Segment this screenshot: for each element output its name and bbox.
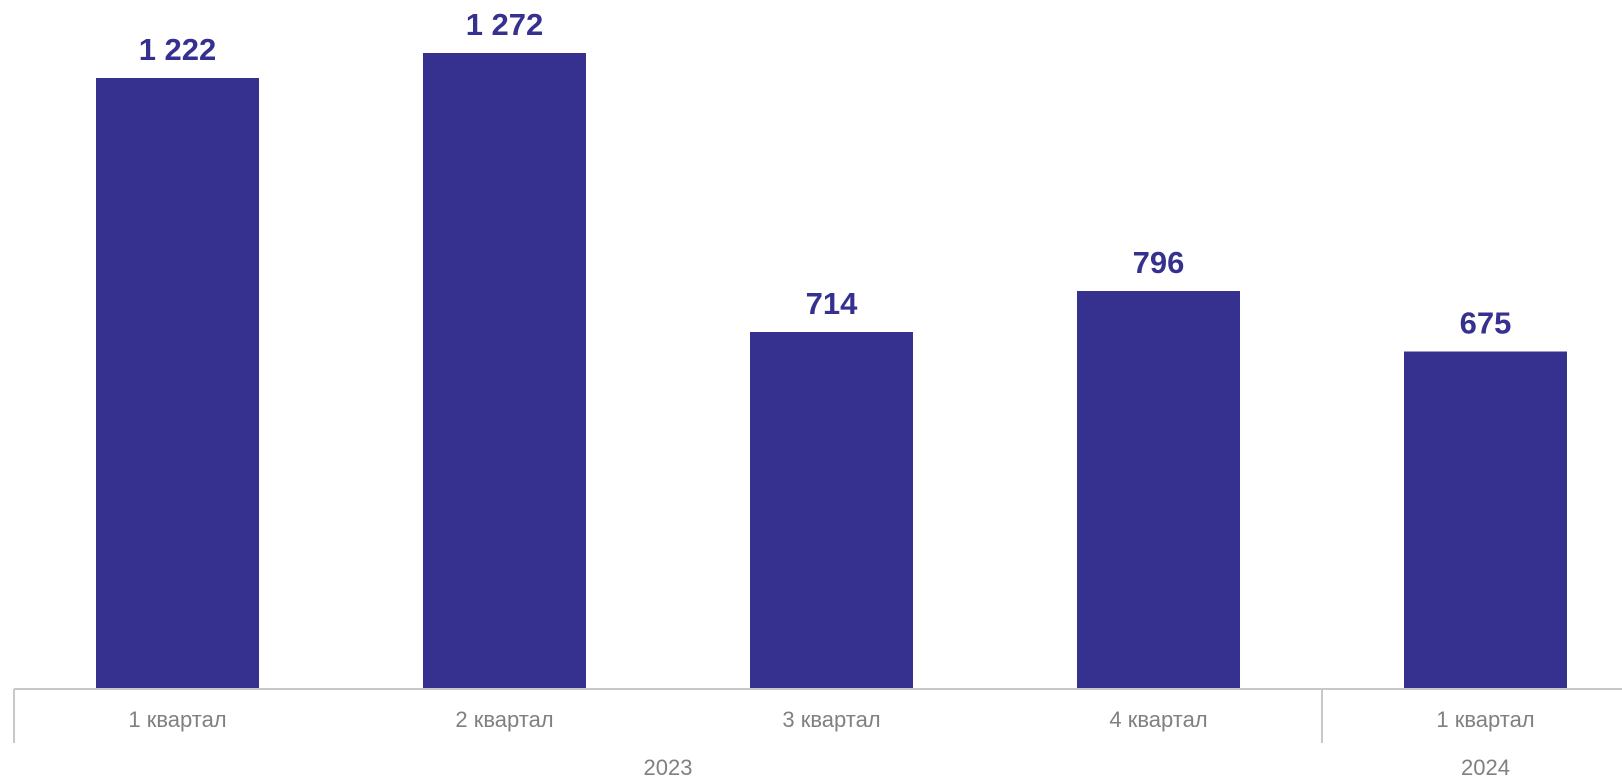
data-label: 675 [1460,306,1512,341]
bar [1404,351,1567,689]
category-tick-label: 1 квартал [128,707,226,732]
category-tick-label: 1 квартал [1436,707,1534,732]
bar [750,332,913,689]
data-labels-group: 1 222 1 272 714 796 675 [139,7,1512,341]
category-tick-label: 3 квартал [782,707,880,732]
data-label: 796 [1133,245,1185,280]
category-tick-label: 4 квартал [1109,707,1207,732]
group-label: 2024 [1461,755,1510,778]
bars-group [96,53,1567,689]
data-label: 1 222 [139,32,217,67]
data-label: 714 [806,286,858,321]
bar [96,78,259,689]
bar [423,53,586,689]
category-axis: 1 квартал 2 квартал 3 квартал 4 квартал 1 кв… [13,688,1622,778]
category-tick-label: 2 квартал [455,707,553,732]
group-label: 2023 [644,755,693,778]
data-label: 1 272 [466,7,544,42]
bar [1077,291,1240,689]
